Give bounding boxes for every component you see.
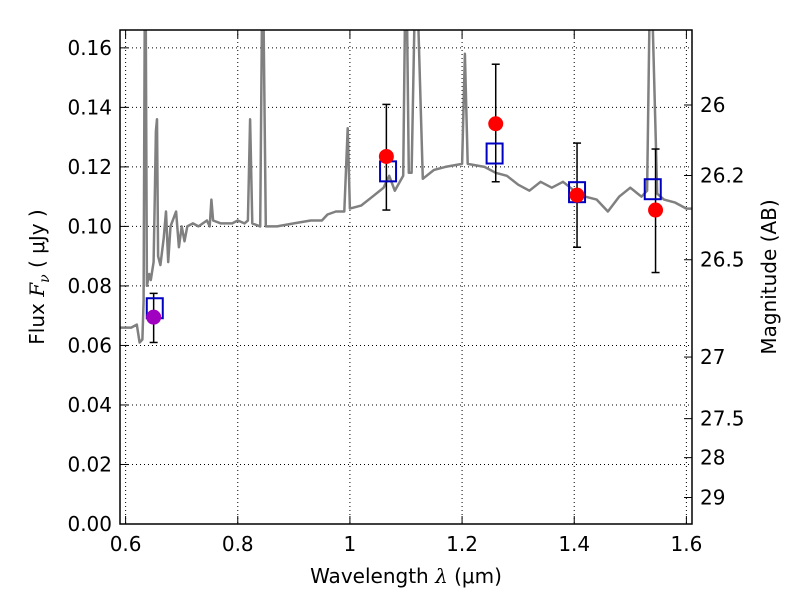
x-tick-label: 0.8: [222, 532, 254, 556]
x-axis-label: Wavelength λ (μm): [310, 564, 502, 588]
plot-frame: [119, 29, 693, 525]
y-tick-label: 0.06: [67, 333, 112, 357]
photometry-points: [146, 116, 664, 325]
photometry-point: [146, 309, 162, 325]
y2-axis-ticks: 26 26.2 26.5 27 27.5 28 29: [684, 93, 745, 510]
y2-tick-label: 27: [700, 345, 725, 369]
y-axis-label: Flux Fν ( μJy ): [25, 209, 53, 344]
x-tick-label: 1.2: [446, 532, 478, 556]
y2-tick-label: 26.2: [700, 164, 745, 188]
grid-lines: [120, 30, 692, 525]
y-tick-label: 0.08: [67, 274, 112, 298]
y-tick-label: 0.04: [67, 393, 112, 417]
x-tick-label: 0.6: [110, 532, 142, 556]
x-tick-label: 1.6: [670, 532, 702, 556]
y2-tick-label: 27.5: [700, 407, 745, 431]
y2-tick-label: 26.5: [700, 248, 745, 272]
y-axis-ticks: 0.00 0.02 0.04 0.06 0.08 0.10 0.12 0.14 0.16: [67, 36, 128, 536]
photometry-point: [488, 116, 504, 132]
x-axis-ticks: 0.6 0.8 1 1.2 1.4 1.6: [110, 30, 702, 556]
y-tick-label: 0.02: [67, 452, 112, 476]
spectrum-line: [120, 30, 692, 344]
model-spectrum: [120, 30, 692, 344]
photometry-point: [648, 202, 664, 218]
x-tick-label: 1: [344, 532, 357, 556]
model-photometry-square: [485, 142, 504, 165]
y-tick-label: 0.14: [67, 95, 112, 119]
y2-tick-label: 29: [700, 486, 725, 510]
x-tick-label: 1.4: [558, 532, 590, 556]
y-tick-label: 0.00: [67, 512, 112, 536]
y2-axis-label: Magnitude (AB): [757, 199, 781, 354]
y-tick-label: 0.12: [67, 155, 112, 179]
y-tick-label: 0.16: [67, 36, 112, 60]
model-photometry-square: [643, 178, 662, 201]
photometry-point: [378, 148, 394, 164]
y2-tick-label: 28: [700, 446, 725, 470]
y-tick-label: 0.10: [67, 214, 112, 238]
y2-tick-label: 26: [700, 93, 725, 117]
photometry-point: [569, 187, 585, 203]
